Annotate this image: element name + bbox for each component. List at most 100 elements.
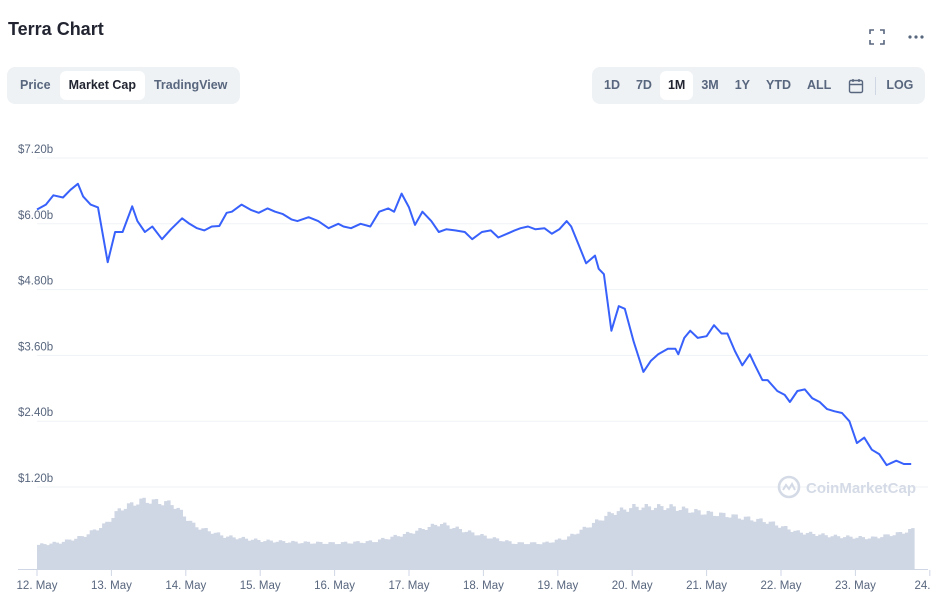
volume-bar — [669, 504, 673, 569]
range-1m[interactable]: 1M — [659, 71, 694, 100]
volume-bar — [350, 543, 354, 569]
volume-bar — [195, 527, 199, 569]
volume-bar — [353, 541, 357, 569]
volume-bar — [889, 536, 893, 569]
volume-bar — [294, 541, 298, 569]
volume-bar — [830, 536, 834, 569]
range-7d[interactable]: 7D — [635, 78, 652, 92]
tab-price[interactable]: Price — [20, 78, 51, 92]
volume-bar — [802, 534, 807, 569]
volume-bar — [684, 508, 689, 569]
volume-bar — [613, 514, 617, 569]
volume-bar — [529, 542, 534, 569]
volume-bar — [725, 517, 729, 569]
volume-bar — [356, 541, 360, 569]
volume-bar — [325, 543, 329, 569]
volume-bar — [883, 534, 887, 569]
volume-bar — [80, 536, 84, 569]
volume-bar — [616, 511, 621, 569]
volume-bar — [870, 536, 875, 569]
volume-bar — [83, 536, 87, 569]
volume-bar — [892, 535, 896, 569]
volume-bar — [136, 504, 140, 569]
volume-bar — [781, 526, 785, 569]
volume-bar — [297, 543, 301, 569]
volume-bar — [92, 529, 97, 569]
tab-market-cap[interactable]: Market Cap — [59, 71, 145, 100]
x-tick-label: 22. May — [761, 580, 802, 592]
volume-bar — [40, 543, 44, 569]
x-tick-label: 12. May — [17, 580, 58, 592]
y-tick-label: $3.60b — [18, 341, 53, 353]
volume-bar — [46, 545, 50, 569]
volume-bar — [626, 511, 630, 569]
volume-bar — [660, 506, 664, 569]
volume-bar — [852, 538, 856, 569]
range-ytd[interactable]: YTD — [766, 78, 792, 92]
volume-bar — [570, 533, 574, 569]
volume-bar — [746, 516, 751, 569]
volume-bar — [709, 511, 714, 569]
volume-bar — [161, 505, 165, 569]
range-3m[interactable]: 3M — [701, 78, 719, 92]
volume-bar — [418, 528, 422, 569]
volume-bar — [433, 524, 438, 569]
fullscreen-button[interactable] — [866, 26, 888, 48]
volume-bar — [145, 502, 149, 569]
volume-bar — [759, 518, 763, 569]
volume-bar — [182, 516, 187, 569]
volume-bar — [285, 543, 289, 569]
calendar-icon — [849, 78, 864, 93]
volume-bar — [526, 544, 531, 569]
volume-bar — [821, 533, 825, 569]
volume-bar — [536, 544, 540, 569]
volume-bar — [619, 507, 624, 569]
date-range-button[interactable] — [839, 71, 873, 100]
log-scale-toggle[interactable]: LOG — [886, 78, 914, 92]
volume-bar — [384, 539, 388, 569]
volume-bar — [898, 532, 903, 569]
volume-bar — [663, 510, 667, 569]
volume-bar — [139, 498, 143, 569]
volume-bar — [257, 540, 261, 569]
volume-bar — [260, 542, 264, 569]
volume-bar — [657, 504, 661, 569]
x-tick-label: 14. May — [165, 580, 206, 592]
volume-bar — [247, 540, 252, 569]
volume-bar — [905, 532, 909, 569]
volume-bar — [250, 539, 255, 569]
volume-bar — [207, 531, 211, 569]
volume-bar — [895, 532, 900, 569]
volume-bar — [269, 540, 273, 569]
volume-bar — [647, 506, 652, 569]
volume-bar — [808, 531, 813, 569]
more-options-button[interactable] — [905, 26, 927, 48]
y-tick-label: $6.00b — [18, 210, 53, 222]
volume-bar — [232, 537, 236, 569]
volume-bar — [142, 497, 146, 569]
tab-tradingview[interactable]: TradingView — [153, 78, 228, 92]
volume-bar — [337, 544, 342, 569]
volume-bar — [415, 530, 419, 569]
volume-bar — [650, 510, 655, 569]
volume-bar — [607, 511, 611, 569]
x-tick-label: 18. May — [463, 580, 504, 592]
volume-bar — [756, 518, 760, 569]
range-1y[interactable]: 1Y — [734, 78, 751, 92]
x-tick-label: 21. May — [686, 580, 727, 592]
volume-bar — [815, 536, 819, 569]
volume-bar — [281, 541, 286, 569]
volume-bar — [86, 534, 90, 569]
volume-bar — [715, 516, 720, 569]
volume-bar — [266, 539, 270, 569]
volume-bar — [533, 542, 537, 569]
range-all[interactable]: ALL — [807, 78, 832, 92]
range-1d[interactable]: 1D — [604, 78, 620, 92]
volume-bar — [573, 534, 577, 569]
volume-bar — [440, 524, 444, 569]
watermark: CoinMarketCap — [777, 475, 916, 499]
volume-bar — [554, 539, 559, 569]
volume-bar — [185, 520, 190, 569]
volume-bar — [477, 535, 481, 569]
volume-bar — [635, 506, 639, 569]
